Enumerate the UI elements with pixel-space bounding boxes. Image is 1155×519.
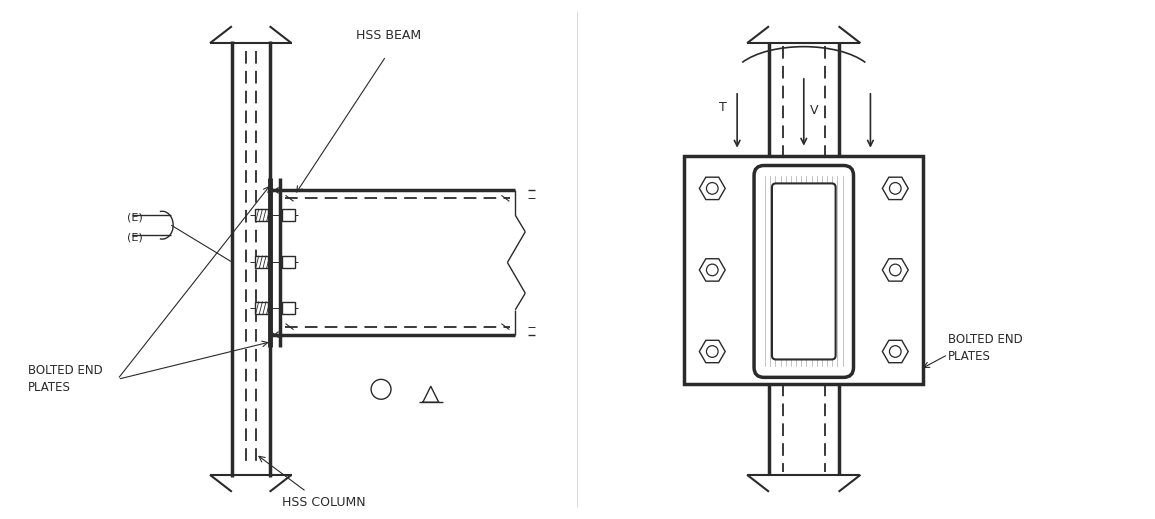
Circle shape bbox=[707, 264, 718, 276]
FancyBboxPatch shape bbox=[255, 209, 268, 221]
Circle shape bbox=[889, 264, 901, 276]
Text: PLATES: PLATES bbox=[28, 381, 70, 394]
Circle shape bbox=[889, 183, 901, 194]
Circle shape bbox=[707, 183, 718, 194]
Text: HSS BEAM: HSS BEAM bbox=[356, 29, 422, 42]
Circle shape bbox=[371, 379, 392, 399]
Bar bbox=[685, 156, 923, 385]
Circle shape bbox=[889, 346, 901, 357]
Text: BOLTED END: BOLTED END bbox=[948, 333, 1023, 346]
FancyBboxPatch shape bbox=[255, 256, 268, 268]
Text: T: T bbox=[720, 101, 726, 114]
Text: BOLTED END: BOLTED END bbox=[28, 364, 103, 377]
FancyBboxPatch shape bbox=[754, 166, 854, 377]
Text: V: V bbox=[810, 104, 818, 117]
FancyBboxPatch shape bbox=[255, 302, 268, 313]
FancyBboxPatch shape bbox=[282, 302, 295, 313]
FancyBboxPatch shape bbox=[772, 183, 835, 360]
Text: (E): (E) bbox=[127, 212, 143, 222]
Text: PLATES: PLATES bbox=[948, 350, 991, 363]
Text: (E): (E) bbox=[127, 232, 143, 242]
FancyBboxPatch shape bbox=[282, 256, 295, 268]
Text: HSS COLUMN: HSS COLUMN bbox=[282, 496, 365, 509]
Circle shape bbox=[707, 346, 718, 357]
FancyBboxPatch shape bbox=[282, 209, 295, 221]
